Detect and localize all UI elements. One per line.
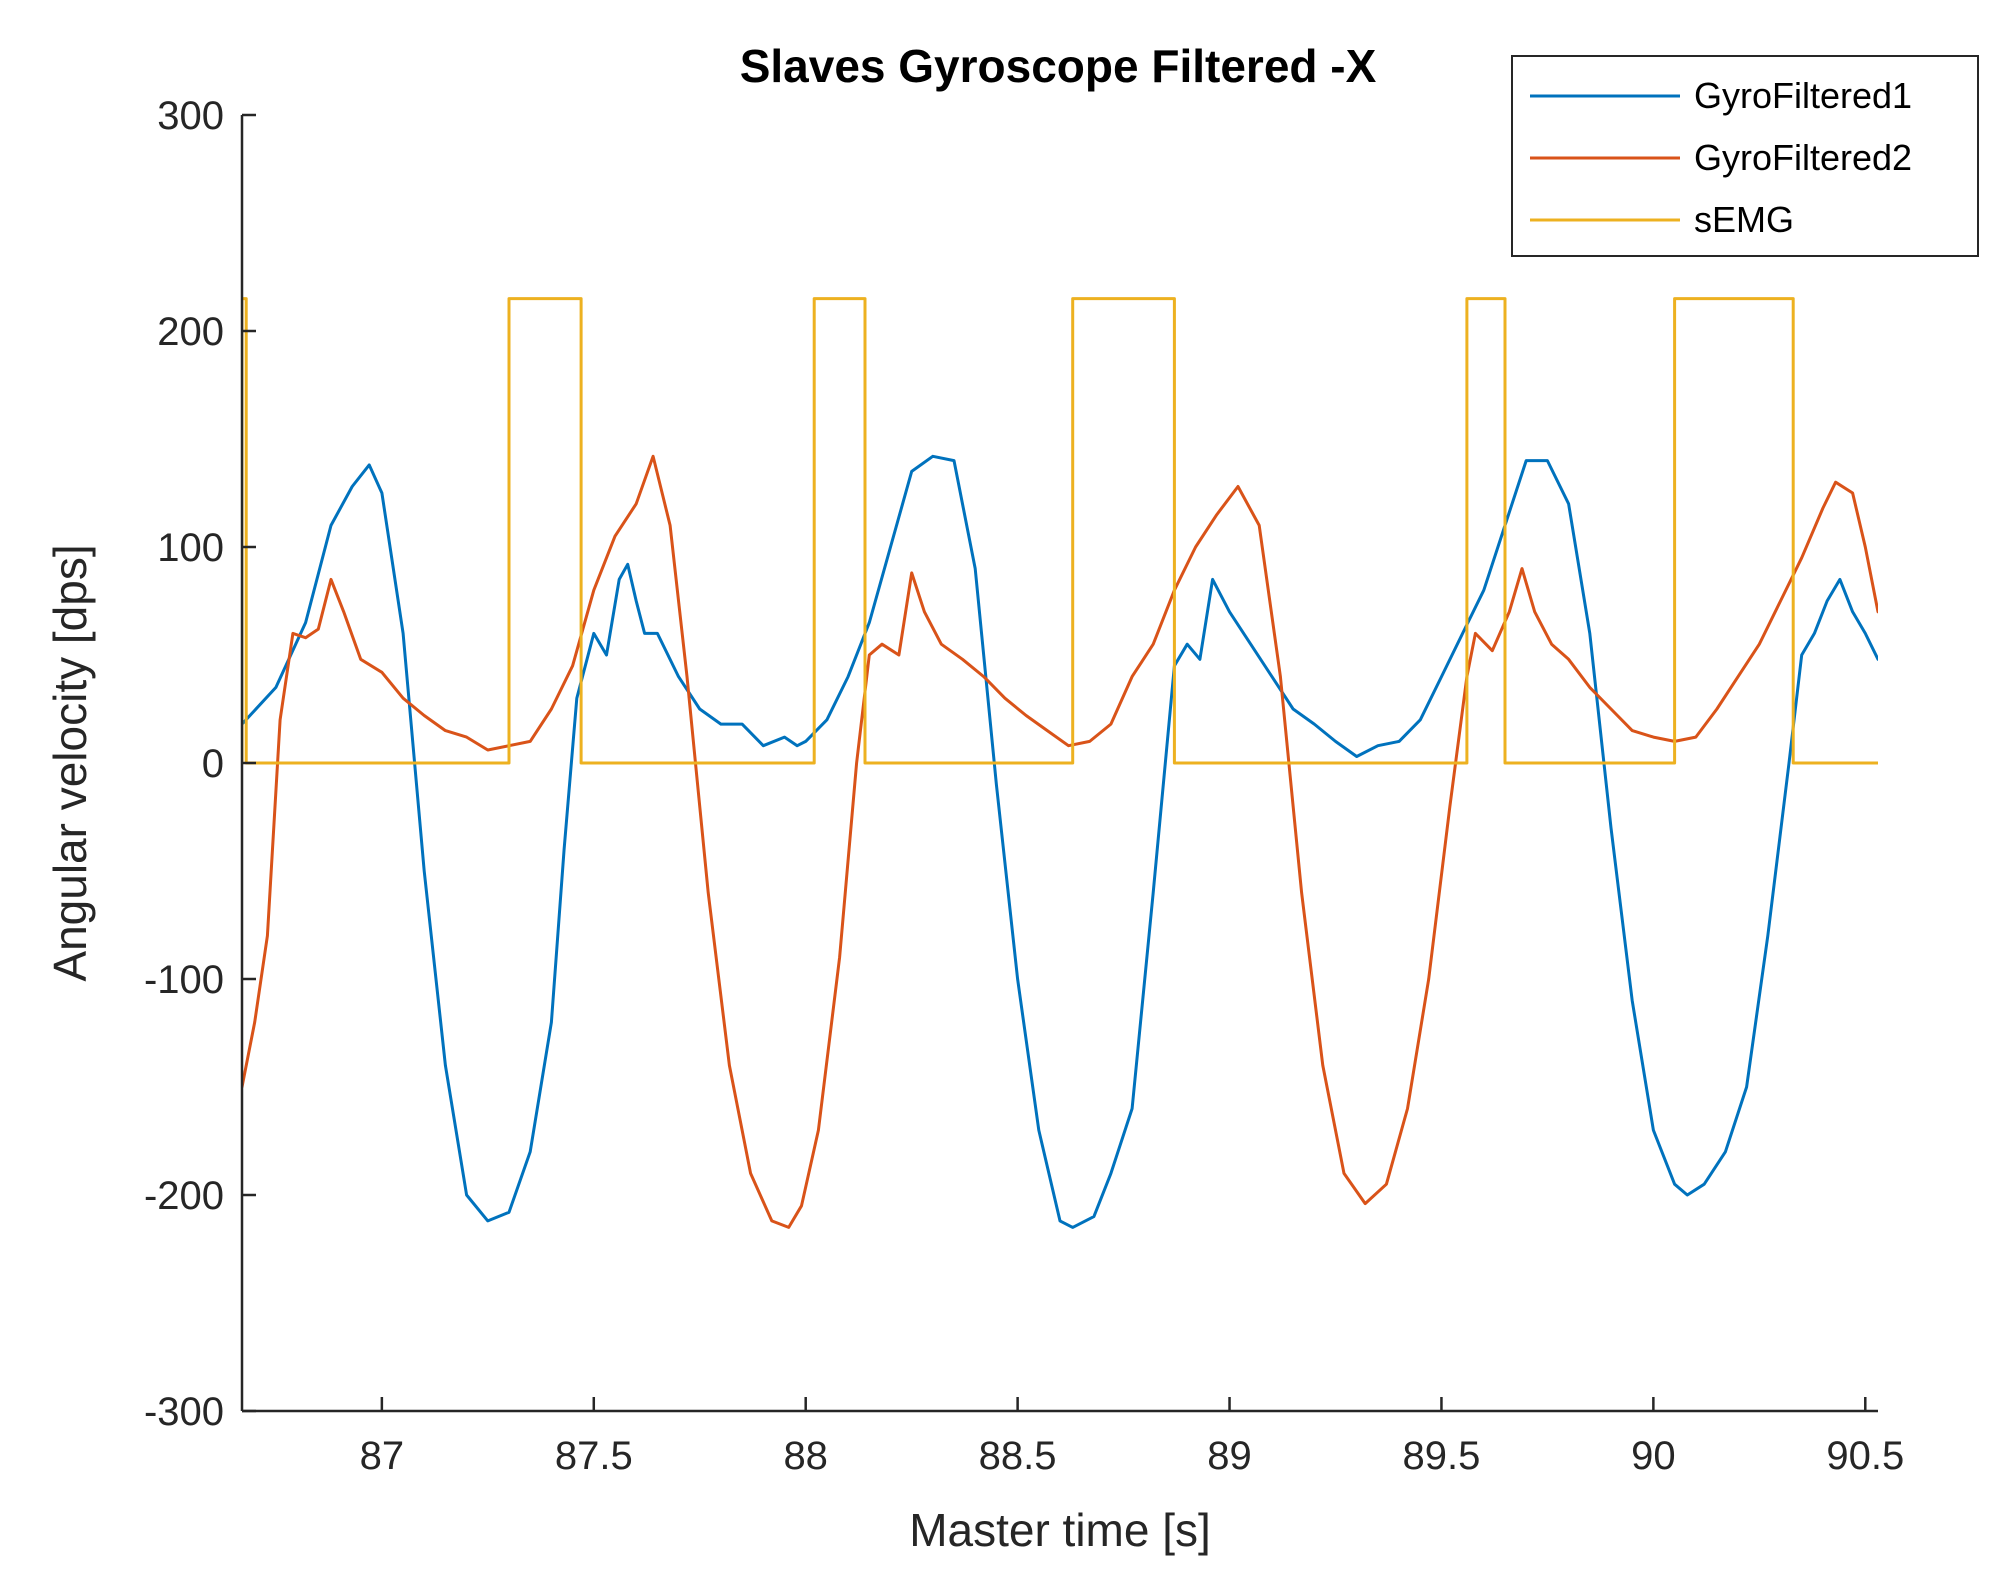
x-tick-label: 90	[1631, 1434, 1676, 1478]
y-tick-label: -100	[144, 958, 224, 1002]
y-axis-label: Angular velocity [dps]	[44, 544, 96, 981]
x-ticks: 87 87.5 88 88.5 89 89.5 90 90.5	[360, 1397, 1904, 1478]
series-line-gyrofiltered2	[242, 454, 1878, 1229]
series-line-gyrofiltered1	[242, 454, 1878, 1229]
series-layer	[242, 297, 1878, 1229]
y-tick-label: 0	[202, 742, 224, 786]
y-tick-label: -300	[144, 1390, 224, 1434]
y-tick-label: 100	[157, 526, 224, 570]
chart-title: Slaves Gyroscope Filtered -X	[740, 40, 1377, 92]
legend-label-gyrofiltered2: GyroFiltered2	[1694, 137, 1912, 178]
x-tick-label: 90.5	[1826, 1434, 1904, 1478]
legend-box	[1511, 55, 1979, 257]
y-tick-label: 300	[157, 94, 224, 138]
legend-label-gyrofiltered1: GyroFiltered1	[1694, 75, 1912, 116]
x-tick-label: 88.5	[979, 1434, 1057, 1478]
x-tick-label: 89.5	[1403, 1434, 1481, 1478]
x-tick-label: 87.5	[555, 1434, 633, 1478]
x-tick-label: 89	[1207, 1434, 1252, 1478]
x-tick-label: 87	[360, 1434, 405, 1478]
y-ticks: 300 200 100 0 -100 -200 -300	[144, 94, 256, 1434]
y-tick-label: 200	[157, 310, 224, 354]
legend-label-semg: sEMG	[1694, 199, 1794, 240]
x-axis-label: Master time [s]	[909, 1504, 1211, 1556]
series-line-semg	[242, 297, 1878, 765]
x-tick-label: 88	[783, 1434, 828, 1478]
legend: GyroFiltered1 GyroFiltered2 sEMG	[1511, 55, 1979, 257]
y-tick-label: -200	[144, 1174, 224, 1218]
